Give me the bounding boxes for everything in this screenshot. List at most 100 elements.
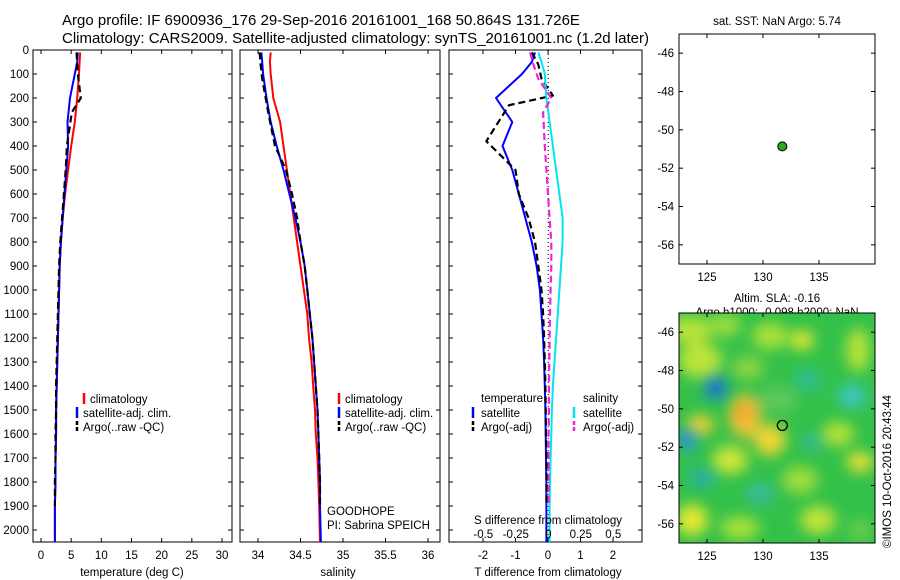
temperature-tick-label: 0 — [38, 550, 44, 562]
temperature-tick-label: 25 — [185, 550, 198, 562]
temperature-panel — [32, 49, 233, 543]
salinity-tick-label: 35.5 — [374, 550, 396, 562]
legend-label-climatology: climatology — [345, 394, 403, 406]
legend-label-t-argo: Argo(-adj) — [481, 422, 532, 434]
legend-label-satellite: satellite-adj. clim. — [345, 408, 433, 420]
s-difference-label: S difference from climatology — [474, 515, 622, 527]
argo-float-marker-sla — [776, 419, 788, 432]
legend-label-satellite: satellite-adj. clim. — [83, 408, 171, 420]
depth-tick-label: 1000 — [3, 285, 29, 297]
sst-lat-label: -50 — [657, 125, 674, 137]
temperature-x-axis: 0 5 10 15 20 25 30 — [38, 50, 229, 562]
depth-tick-label: 1700 — [3, 453, 29, 465]
sla-lon-label: 135 — [809, 551, 828, 563]
difference-series — [485, 51, 564, 542]
sst-lat-label: -46 — [657, 48, 674, 60]
imos-credit: ©IMOS 10-Oct-2016 20:43:44 — [882, 394, 894, 548]
temperature-tick-label: 10 — [95, 550, 108, 562]
sla-lat-label: -56 — [657, 519, 674, 531]
legend-label-t-satellite: satellite — [481, 408, 520, 420]
sla-heatmap — [679, 313, 875, 543]
series-line-salinity-satellite — [537, 52, 564, 542]
difference-tick-label: -2 — [478, 550, 488, 562]
sst-map-title: sat. SST: NaN Argo: 5.74 — [713, 16, 841, 28]
salinity-x-axis: 34 34.5 35 35.5 36 — [252, 50, 434, 562]
s-difference-tick-label: -0.25 — [503, 529, 529, 541]
difference-x-axis: -2 -1 0 1 2 — [478, 50, 616, 562]
depth-tick-label: 1100 — [4, 309, 29, 321]
difference-tick-label: -1 — [510, 550, 520, 562]
salinity-tick-label: 34.5 — [289, 550, 311, 562]
legend-label-s-satellite: satellite — [583, 408, 622, 420]
depth-tick-label: 1600 — [3, 429, 29, 441]
series-line-climatology — [268, 52, 321, 542]
series-line-salinity-argo-adj — [529, 52, 553, 506]
temperature-tick-label: 5 — [68, 550, 74, 562]
sst-map-panel — [678, 33, 876, 265]
sst-lon-label: 130 — [753, 272, 772, 284]
depth-tick-label: 0 — [23, 45, 29, 57]
depth-tick-label: 500 — [10, 165, 29, 177]
difference-tick-label: 0 — [545, 550, 551, 562]
figure-subtitle: Climatology: CARS2009. Satellite-adjuste… — [62, 30, 649, 47]
depth-tick-label: 1900 — [3, 501, 29, 513]
sla-map-title: Altim. SLA: -0.16 — [734, 293, 820, 305]
depth-tick-label: 600 — [10, 189, 29, 201]
series-line-temperature-satellite — [495, 52, 548, 542]
difference-xlabel: T difference from climatology — [474, 567, 621, 579]
depth-tick-label: 1200 — [3, 333, 29, 345]
temperature-xlabel: temperature (deg C) — [80, 567, 184, 579]
temperature-tick-label: 20 — [155, 550, 168, 562]
legend-label-climatology: climatology — [90, 394, 148, 406]
argo-float-marker — [777, 141, 788, 152]
sst-lon-label: 135 — [809, 272, 828, 284]
depth-tick-label: 1800 — [3, 477, 29, 489]
sla-lon-label: 125 — [697, 551, 716, 563]
salinity-xlabel: salinity — [320, 567, 355, 579]
salinity-series — [258, 52, 322, 542]
legend-header-temperature: temperature — [481, 393, 543, 405]
depth-axis: 0 100 200 300 400 500 600 700 800 900 1000 1100 1200… — [3, 45, 642, 537]
s-difference-axis: -0.5 -0.25 0 0.25 0.5 — [473, 529, 621, 541]
depth-tick-label: 400 — [10, 141, 29, 153]
sla-lat-label: -54 — [657, 481, 674, 493]
sst-map-axes: -46 -48 -50 -52 -54 -56 125 130 135 — [657, 34, 875, 284]
series-line-satellite-adj-clim — [260, 52, 322, 542]
legend-label-s-argo: Argo(-adj) — [583, 422, 634, 434]
difference-tick-label: 1 — [577, 550, 583, 562]
series-line-temperature-argo-adj — [485, 51, 555, 506]
s-difference-tick-label: 0 — [545, 529, 551, 541]
depth-tick-label: 800 — [10, 237, 29, 249]
depth-tick-label: 2000 — [3, 525, 29, 537]
legend-label-argo: Argo(..raw -QC) — [345, 422, 426, 434]
temperature-tick-label: 30 — [216, 550, 229, 562]
temperature-tick-label: 15 — [125, 550, 138, 562]
sla-lat-label: -50 — [657, 404, 674, 416]
depth-tick-label: 900 — [10, 261, 29, 273]
sst-lat-label: -48 — [657, 87, 674, 99]
depth-tick-label: 100 — [10, 69, 29, 81]
difference-legend: temperature salinity satellite Argo(-adj… — [471, 393, 634, 434]
salinity-panel — [239, 49, 441, 543]
pi-label: PI: Sabrina SPEICH — [327, 520, 430, 532]
sla-lon-label: 130 — [753, 551, 772, 563]
legend-header-salinity: salinity — [583, 393, 618, 405]
sst-lon-label: 125 — [697, 272, 716, 284]
figure-title: Argo profile: IF 6900936_176 29-Sep-2016… — [62, 12, 580, 29]
depth-tick-label: 200 — [10, 93, 29, 105]
program-label: GOODHOPE — [327, 506, 395, 518]
salinity-legend: climatology satellite-adj. clim. Argo(..… — [337, 393, 433, 434]
salinity-tick-label: 34 — [252, 550, 265, 562]
s-difference-tick-label: -0.5 — [473, 529, 493, 541]
legend-label-argo: Argo(..raw -QC) — [83, 422, 164, 434]
depth-tick-label: 1400 — [3, 381, 29, 393]
depth-tick-label: 300 — [10, 117, 29, 129]
s-difference-tick-label: 0.25 — [570, 529, 592, 541]
temperature-legend: climatology satellite-adj. clim. Argo(..… — [75, 393, 171, 434]
sla-lat-label: -52 — [657, 442, 674, 454]
sst-lat-label: -56 — [657, 240, 674, 252]
temperature-series — [53, 52, 82, 542]
difference-tick-label: 2 — [610, 550, 616, 562]
sla-map-axes: -46 -48 -50 -52 -54 -56 125 130 135 — [657, 313, 875, 563]
